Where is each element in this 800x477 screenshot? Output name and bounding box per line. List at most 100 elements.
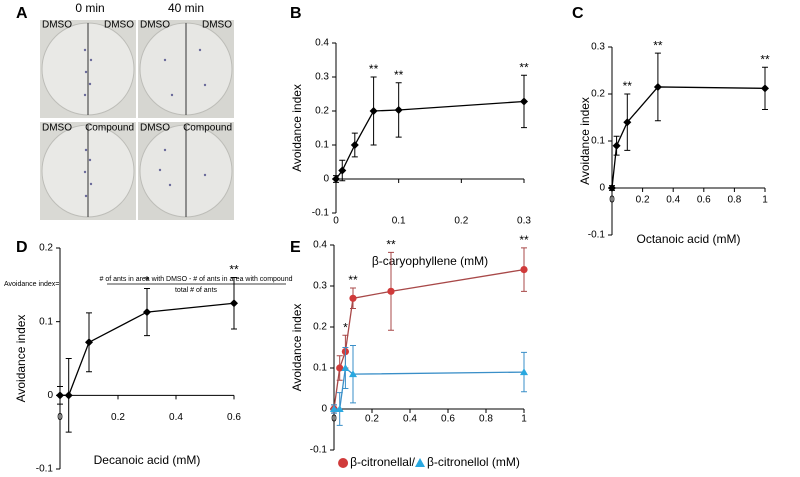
dish-label: DMSO bbox=[42, 20, 72, 31]
formula-denominator: total # of ants bbox=[175, 287, 218, 294]
dish-photos bbox=[40, 20, 234, 220]
significance: ** bbox=[369, 62, 379, 76]
significance: * bbox=[343, 320, 348, 334]
x-axis-label: / bbox=[412, 455, 416, 469]
marker bbox=[338, 166, 347, 175]
y-tick-label: 0 bbox=[323, 174, 329, 185]
y-tick-label: -0.1 bbox=[312, 208, 330, 219]
y-tick-label: 0 bbox=[321, 404, 327, 415]
significance: ** bbox=[394, 68, 404, 82]
marker bbox=[349, 294, 357, 302]
x-tick-label: 0 bbox=[331, 414, 337, 425]
x-tick-label: 0.4 bbox=[403, 414, 417, 425]
panel-letter: E bbox=[290, 239, 301, 256]
x-tick-label: 0 bbox=[57, 412, 63, 423]
marker bbox=[520, 368, 528, 376]
column-label: 40 min bbox=[168, 1, 204, 15]
significance: ** bbox=[623, 79, 633, 93]
dish-label: Compound bbox=[183, 123, 232, 134]
marker bbox=[369, 107, 378, 115]
column-label: 0 min bbox=[75, 1, 104, 15]
x-tick-label: 0.3 bbox=[517, 216, 531, 227]
x-tick-label: 0.4 bbox=[169, 412, 183, 423]
x-axis-label: Decanoic acid (mM) bbox=[94, 453, 201, 467]
panel-letter: C bbox=[572, 5, 584, 22]
marker bbox=[761, 84, 769, 93]
series-line bbox=[335, 100, 525, 180]
dish-label: DMSO bbox=[140, 123, 170, 134]
y-axis-label: Avoidance index bbox=[290, 84, 304, 172]
marker bbox=[350, 141, 359, 149]
marker bbox=[608, 184, 616, 192]
x-tick-label: 0.8 bbox=[727, 195, 741, 206]
series-line bbox=[334, 366, 525, 410]
marker bbox=[653, 82, 662, 91]
marker bbox=[64, 391, 73, 400]
y-axis-label: Avoidance index bbox=[578, 97, 592, 185]
marker bbox=[612, 141, 621, 150]
marker bbox=[230, 299, 238, 308]
x-tick-label: 1 bbox=[521, 414, 527, 425]
significance: ** bbox=[229, 263, 239, 277]
x-tick-label: 0.2 bbox=[111, 412, 125, 423]
marker bbox=[520, 266, 528, 274]
x-axis-label: Octanoic acid (mM) bbox=[636, 232, 740, 246]
x-tick-label: 1 bbox=[762, 195, 768, 206]
marker bbox=[349, 370, 357, 378]
y-tick-label: 0.2 bbox=[313, 322, 327, 333]
x-axis-label: β-caryophyllene (mM) bbox=[372, 254, 488, 268]
y-tick-label: 0.1 bbox=[39, 316, 53, 327]
y-tick-label: 0.1 bbox=[315, 140, 329, 151]
panel-letter: B bbox=[290, 5, 302, 22]
significance: ** bbox=[348, 273, 358, 287]
series-line bbox=[611, 86, 766, 189]
y-tick-label: -0.1 bbox=[588, 230, 606, 241]
marker bbox=[623, 118, 632, 127]
formula-lhs: Avoidance index= bbox=[4, 281, 59, 288]
significance: * bbox=[145, 274, 150, 288]
y-axis-label: Avoidance index bbox=[290, 304, 304, 392]
y-tick-label: 0.2 bbox=[39, 243, 53, 254]
marker bbox=[143, 308, 151, 317]
y-tick-label: 0.4 bbox=[315, 38, 329, 49]
x-tick-label: 0 bbox=[609, 195, 615, 206]
y-tick-label: 0 bbox=[599, 183, 605, 194]
dish-label: Compound bbox=[85, 123, 134, 134]
significance: ** bbox=[653, 38, 663, 52]
dish-label: DMSO bbox=[202, 20, 232, 31]
dish-label: DMSO bbox=[140, 20, 170, 31]
legend-marker bbox=[338, 458, 349, 468]
marker bbox=[85, 338, 93, 347]
significance: ** bbox=[760, 52, 770, 66]
y-tick-label: 0.4 bbox=[313, 240, 327, 251]
x-tick-label: 0.6 bbox=[697, 195, 711, 206]
panel-letter: A bbox=[16, 5, 28, 22]
x-tick-label: 0.1 bbox=[392, 216, 406, 227]
significance: ** bbox=[386, 238, 396, 252]
x-tick-label: 0.2 bbox=[365, 414, 379, 425]
y-tick-label: 0.3 bbox=[315, 72, 329, 83]
marker bbox=[335, 405, 344, 412]
legend-label: β-citronellol bbox=[427, 455, 489, 469]
series-line bbox=[333, 268, 525, 410]
y-tick-label: 0.3 bbox=[313, 281, 327, 292]
y-tick-label: 0.2 bbox=[315, 106, 329, 117]
y-tick-label: 0.2 bbox=[591, 89, 605, 100]
dish-label: DMSO bbox=[42, 123, 72, 134]
x-tick-label: 0.2 bbox=[636, 195, 650, 206]
marker bbox=[394, 105, 403, 114]
legend-marker bbox=[415, 458, 426, 467]
dish-label: DMSO bbox=[104, 20, 134, 31]
formula-numerator: # of ants in area with DMSO - # of ants … bbox=[100, 276, 293, 283]
x-tick-label: 0.6 bbox=[227, 412, 241, 423]
marker bbox=[336, 364, 344, 372]
x-tick-label: 0 bbox=[333, 216, 339, 227]
marker bbox=[56, 391, 64, 400]
x-tick-label: 0.6 bbox=[441, 414, 455, 425]
x-tick-label: 0.2 bbox=[454, 216, 468, 227]
marker bbox=[520, 97, 528, 106]
y-tick-label: -0.1 bbox=[36, 464, 54, 475]
y-tick-label: 0.3 bbox=[591, 42, 605, 53]
y-tick-label: -0.1 bbox=[310, 445, 328, 456]
